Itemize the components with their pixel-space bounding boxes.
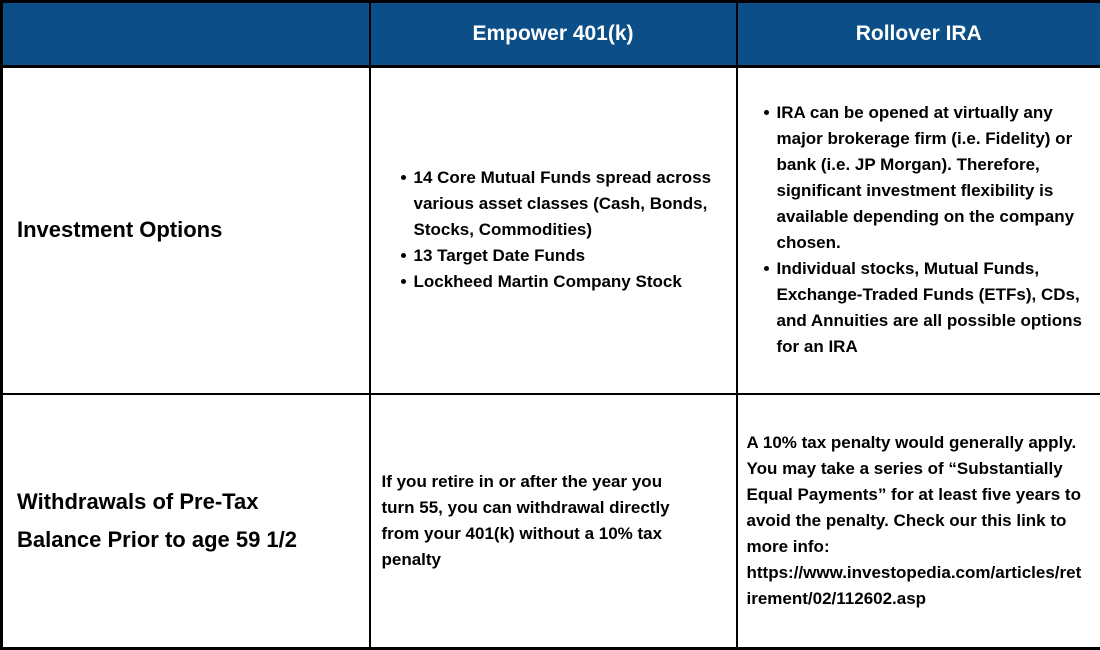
row-label-withdrawals-pretax: Withdrawals of Pre-Tax Balance Prior to …	[0, 392, 371, 650]
cell-investment-options-empower: 14 Core Mutual Funds spread across vario…	[368, 65, 738, 395]
header-blank-cell	[0, 0, 371, 68]
empower-investment-bullet-list: 14 Core Mutual Funds spread across vario…	[372, 165, 735, 295]
bullet-item: Lockheed Martin Company Stock	[400, 269, 727, 295]
bullet-item: IRA can be opened at virtually any major…	[763, 100, 1095, 256]
rollover-investment-bullet-list: IRA can be opened at virtually any major…	[739, 100, 1100, 360]
withdrawals-rollover-paragraph: A 10% tax penalty would generally apply.…	[746, 432, 1081, 556]
row-label-investment-options: Investment Options	[0, 65, 371, 395]
bullet-item: 13 Target Date Funds	[400, 243, 727, 269]
header-empower-401k: Empower 401(k)	[368, 0, 738, 68]
bullet-item: Individual stocks, Mutual Funds, Exchang…	[763, 256, 1095, 360]
cell-investment-options-rollover: IRA can be opened at virtually any major…	[735, 65, 1100, 395]
bullet-item: 14 Core Mutual Funds spread across vario…	[400, 165, 727, 243]
row-investment-options: Investment Options 14 Core Mutual Funds …	[0, 65, 1100, 395]
investopedia-url: https://www.investopedia.com/articles/re…	[746, 562, 1082, 608]
row-withdrawals-pretax: Withdrawals of Pre-Tax Balance Prior to …	[0, 392, 1100, 650]
withdrawals-rollover-text: A 10% tax penalty would generally apply.…	[739, 430, 1100, 612]
cell-withdrawals-empower: If you retire in or after the year you t…	[368, 392, 738, 650]
withdrawals-empower-text: If you retire in or after the year you t…	[381, 471, 670, 569]
cell-withdrawals-rollover: A 10% tax penalty would generally apply.…	[735, 392, 1100, 650]
header-rollover-ira: Rollover IRA	[735, 0, 1100, 68]
header-row: Empower 401(k) Rollover IRA	[0, 0, 1100, 68]
